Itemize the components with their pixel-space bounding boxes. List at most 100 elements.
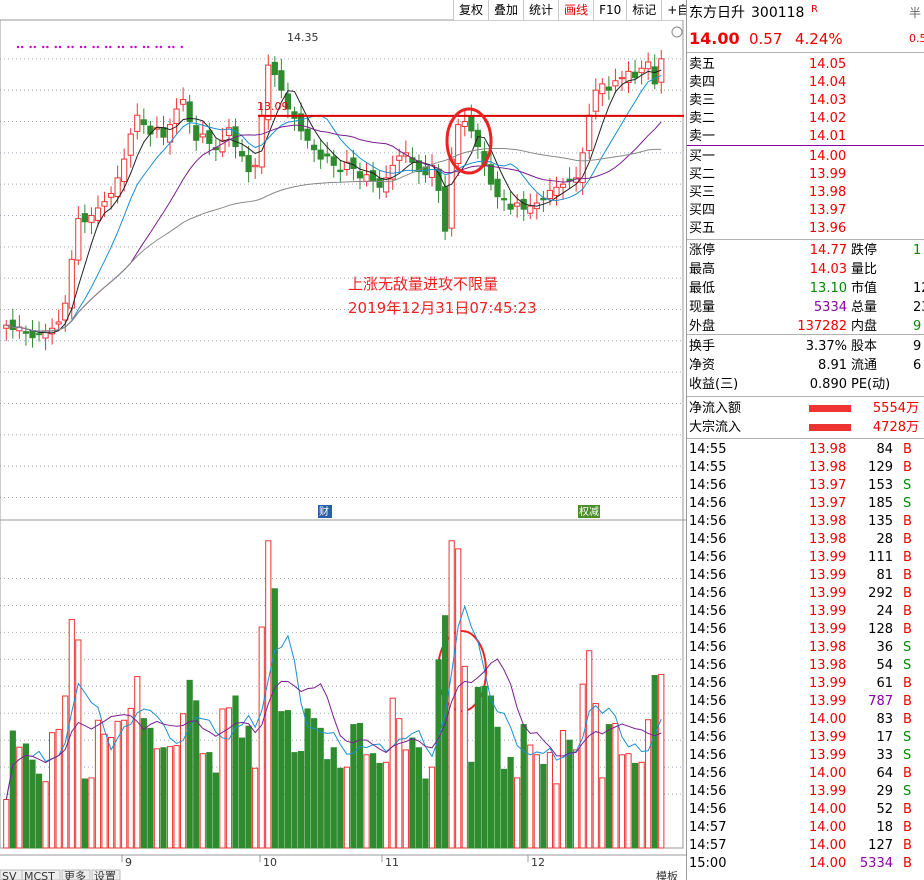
tick-side-buy: B bbox=[903, 568, 912, 583]
volume-bar bbox=[625, 753, 632, 849]
ask-row: 卖五 14.05 bbox=[687, 56, 924, 74]
tick-row: 14:56 13.99 29 S bbox=[687, 783, 924, 801]
tick-time: 14:55 bbox=[689, 442, 727, 457]
candle-body bbox=[35, 333, 43, 336]
kline-chart[interactable]: 14.0013.5013.0012.5012.0011.5011.0010.50… bbox=[0, 0, 686, 880]
signal-dot bbox=[134, 45, 137, 49]
volume-bar bbox=[618, 754, 626, 849]
volume-bar bbox=[29, 759, 36, 849]
signal-dot bbox=[58, 45, 62, 49]
tick-side-sell: S bbox=[903, 496, 912, 511]
candle-body bbox=[238, 151, 246, 157]
tick-volume: 33 bbox=[876, 748, 893, 763]
tick-row: 14:57 14.00 18 B bbox=[687, 819, 924, 837]
volume-bar bbox=[500, 768, 508, 849]
mark-button[interactable]: 标记 bbox=[626, 0, 662, 20]
tick-time: 14:56 bbox=[689, 514, 727, 529]
stat-label: 现量 bbox=[689, 300, 716, 315]
rights-marker-label: 权减 bbox=[579, 505, 599, 518]
tick-volume: 61 bbox=[876, 676, 893, 691]
volume-bar bbox=[219, 708, 226, 849]
candle-body bbox=[55, 321, 62, 325]
price-change-pct: 4.24% bbox=[795, 30, 843, 48]
highlight-circle-price bbox=[445, 107, 493, 175]
tick-volume: 84 bbox=[876, 442, 893, 457]
tick-time: 14:56 bbox=[689, 568, 727, 583]
volume-bar bbox=[42, 781, 49, 849]
volume-bar bbox=[350, 724, 357, 849]
tick-time: 14:56 bbox=[689, 478, 727, 493]
price-change: 0.57 bbox=[749, 30, 783, 48]
candle-body bbox=[199, 133, 206, 138]
stat-value-2: 1 bbox=[913, 243, 922, 258]
volume-bar bbox=[402, 749, 409, 849]
tick-row: 14:56 13.99 111 B bbox=[687, 549, 924, 567]
volume-bar bbox=[658, 673, 665, 849]
tick-volume: 5334 bbox=[859, 856, 893, 871]
bid-row: 买四 13.97 bbox=[687, 202, 924, 220]
tick-side-buy: B bbox=[903, 604, 912, 619]
candle-body bbox=[278, 70, 285, 91]
tick-price: 13.98 bbox=[809, 640, 847, 655]
tick-price: 14.00 bbox=[809, 856, 847, 871]
candle-body bbox=[258, 114, 265, 168]
signal-dot bbox=[67, 45, 70, 49]
half-toggle[interactable]: 半 bbox=[909, 6, 922, 20]
bid-price: 13.98 bbox=[809, 185, 847, 200]
candle-body bbox=[612, 80, 619, 87]
volume-bar bbox=[330, 747, 337, 849]
ask-price: 14.04 bbox=[809, 75, 847, 90]
bid-row: 买三 13.98 bbox=[687, 184, 924, 202]
volume-bar bbox=[193, 700, 200, 849]
stat-row: 现量 5334 总量 23 bbox=[687, 299, 924, 317]
tick-time: 14:56 bbox=[689, 550, 727, 565]
tick-side-buy: B bbox=[903, 550, 912, 565]
bid-row: 买二 13.99 bbox=[687, 166, 924, 184]
volume-bar bbox=[592, 703, 599, 849]
tick-price: 14.00 bbox=[809, 766, 847, 781]
financial-marker-label: 财 bbox=[319, 505, 329, 518]
tick-price: 13.99 bbox=[809, 694, 847, 709]
stat-label: 净资 bbox=[689, 358, 716, 373]
volume-bar bbox=[540, 763, 547, 849]
signal-dot bbox=[29, 45, 32, 49]
tick-time: 14:56 bbox=[689, 730, 727, 745]
candle-body bbox=[494, 178, 501, 198]
tick-volume: 81 bbox=[876, 568, 893, 583]
restore-rights-button[interactable]: 复权 bbox=[453, 0, 489, 20]
volume-bar bbox=[605, 724, 612, 849]
ma-60-line bbox=[6, 147, 662, 332]
volume-bar bbox=[68, 618, 75, 849]
tick-time: 14:57 bbox=[689, 838, 727, 853]
stock-header: 东方日升 300118 R 半 bbox=[687, 4, 924, 22]
draw-line-button[interactable]: 画线 bbox=[558, 0, 594, 20]
flow-bar bbox=[809, 424, 851, 431]
candle-body bbox=[317, 149, 324, 160]
volume-bar bbox=[173, 745, 180, 849]
flow-value: 5554万 bbox=[872, 401, 919, 416]
volume-ma-5-line bbox=[5, 604, 662, 800]
stat-label-2: 股本 bbox=[851, 339, 878, 354]
candle-body bbox=[605, 86, 612, 91]
candle-body bbox=[22, 331, 30, 334]
volume-bar bbox=[559, 730, 567, 849]
volume-bar bbox=[455, 548, 462, 849]
candle-body bbox=[324, 153, 331, 157]
candle-body bbox=[514, 202, 521, 207]
candle-body bbox=[448, 158, 455, 229]
quote-panel: 东方日升 300118 R 半 14.00 0.57 4.24% 0.5 卖五 1… bbox=[686, 0, 924, 880]
tick-time: 14:56 bbox=[689, 496, 727, 511]
volume-bar bbox=[160, 747, 167, 849]
tick-volume: 787 bbox=[868, 694, 893, 709]
stat-value-2: 9 bbox=[913, 319, 922, 334]
statistics-button[interactable]: 统计 bbox=[523, 0, 559, 20]
candle-body bbox=[350, 157, 357, 169]
signal-dot bbox=[155, 45, 158, 49]
volume-bar bbox=[81, 778, 88, 849]
volume-bar bbox=[271, 588, 278, 849]
volume-bar bbox=[258, 626, 265, 849]
overlay-button[interactable]: 叠加 bbox=[488, 0, 524, 20]
volume-bar bbox=[88, 777, 95, 849]
f10-button[interactable]: F10 bbox=[593, 0, 627, 20]
bottom-tab-label: 更多 bbox=[64, 869, 86, 880]
